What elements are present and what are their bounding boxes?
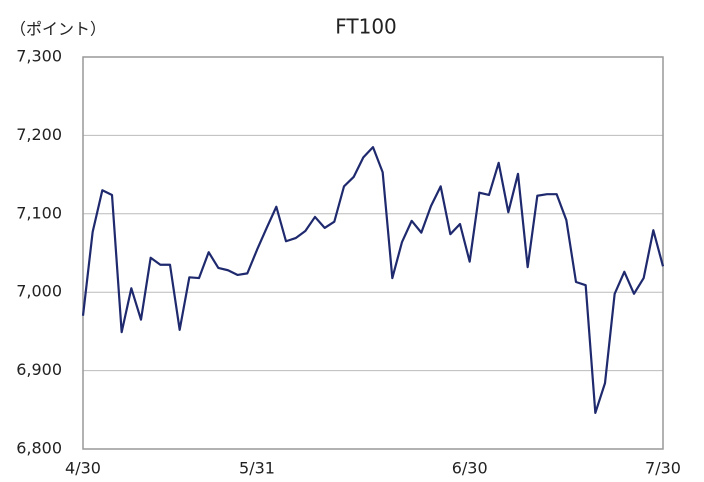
chart-title: FT100 xyxy=(335,15,397,39)
x-tick-label: 4/30 xyxy=(65,459,101,478)
y-tick-label: 7,000 xyxy=(16,282,62,301)
y-tick-label: 6,900 xyxy=(16,360,62,379)
x-tick-label: 6/30 xyxy=(452,459,488,478)
y-axis-label: （ポイント） xyxy=(10,20,106,39)
y-tick-label: 7,200 xyxy=(16,125,62,144)
plot-border xyxy=(82,56,664,450)
y-tick-label: 6,800 xyxy=(16,439,62,458)
x-tick-label: 7/30 xyxy=(645,459,681,478)
series-line xyxy=(81,146,665,415)
x-tick-label: 5/31 xyxy=(239,459,275,478)
y-tick-label: 7,100 xyxy=(16,203,62,222)
y-tick-label: 7,300 xyxy=(16,47,62,66)
